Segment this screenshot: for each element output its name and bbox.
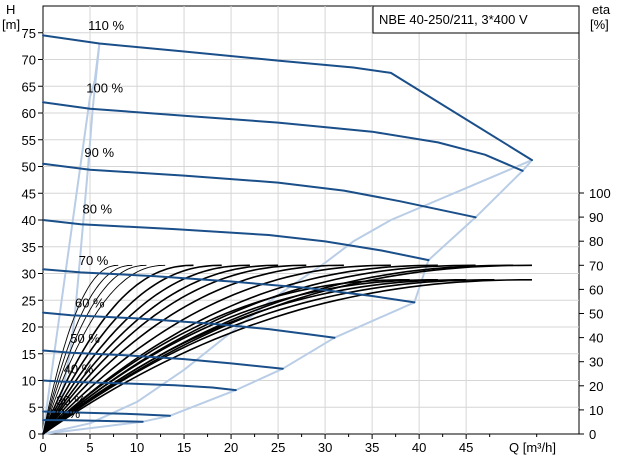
y-tick-label: 70 [22, 53, 36, 68]
eta-tick-label: 80 [589, 234, 603, 249]
head-curve [42, 349, 284, 370]
head-curve [42, 101, 524, 172]
y-axis-title: H [6, 2, 15, 17]
eta-tick-label: 70 [589, 258, 603, 273]
eta-tick-label: 30 [589, 355, 603, 370]
x-tick-label: 5 [86, 440, 93, 455]
efficiency-curve [42, 264, 438, 435]
y-tick-label: 0 [29, 427, 36, 442]
y-tick-label: 20 [22, 320, 36, 335]
y-tick-label: 25 [22, 293, 36, 308]
speed-label: 110 % [88, 18, 124, 33]
eta-tick-label: 10 [589, 403, 603, 418]
y-tick-label: 45 [22, 186, 36, 201]
eta-tick-label: 100 [589, 186, 611, 201]
head-curve [42, 311, 336, 339]
x-tick-label: 35 [365, 440, 379, 455]
operating-envelope [42, 42, 533, 435]
efficiency-curve [42, 264, 133, 435]
y-tick-label: 15 [22, 347, 36, 362]
speed-label: 90 % [84, 145, 114, 160]
efficiency-curve [42, 264, 222, 435]
title-box [372, 5, 580, 34]
head-curve [42, 268, 416, 304]
efficiency-curves [42, 264, 533, 435]
y-tick-label: 55 [22, 133, 36, 148]
y-tick-label: 75 [22, 26, 36, 41]
speed-label: 30 % [56, 393, 86, 408]
efficiency-curve [42, 264, 250, 435]
y-tick-label: 5 [29, 400, 36, 415]
y-tick-label: 40 [22, 213, 36, 228]
head-curve [42, 419, 144, 423]
speed-label: 100 % [86, 81, 123, 96]
speed-label: 70 % [79, 253, 109, 268]
x-tick-label: 45 [459, 440, 473, 455]
efficiency-curve [42, 264, 391, 435]
x-tick-label: 40 [412, 440, 426, 455]
efficiency-curve [42, 264, 147, 435]
head-curve [42, 379, 237, 392]
speed-label: 60 % [75, 296, 105, 311]
y-tick-label: 30 [22, 267, 36, 282]
eta-tick-label: 20 [589, 379, 603, 394]
head-curve [42, 34, 533, 162]
speed-label: 50 % [70, 331, 100, 346]
efficiency-curve [42, 264, 194, 435]
efficiency-curve [42, 264, 279, 435]
y-tick-label: 35 [22, 240, 36, 255]
eta-tick-label: 90 [589, 210, 603, 225]
head-curve [42, 410, 171, 417]
chart-title: NBE 40-250/211, 3*400 V [379, 12, 528, 27]
efficiency-curve [42, 264, 344, 435]
x-tick-label: 10 [130, 440, 144, 455]
y-tick-label: 60 [22, 106, 36, 121]
speed-label: 20 % [51, 406, 81, 421]
eta-axis-title: eta [592, 2, 611, 17]
efficiency-curve [42, 264, 119, 435]
operating-envelope-outline [42, 42, 533, 435]
efficiency-curve [42, 264, 307, 435]
speed-label: 40 % [64, 362, 94, 377]
efficiency-curve [42, 264, 476, 435]
efficiency-curve [42, 264, 533, 435]
y-tick-label: 65 [22, 79, 36, 94]
y-tick-label: 50 [22, 160, 36, 175]
x-tick-label: 15 [177, 440, 191, 455]
speed-labels: 110 % 100 % 90 % 80 % 70 % 60 % 50 % 40 % 30 %20… [51, 18, 125, 421]
head-curve [42, 219, 430, 262]
eta-tick-label: 40 [589, 331, 603, 346]
x-tick-label: 25 [271, 440, 285, 455]
x-tick-label: 0 [39, 440, 46, 455]
eta-tick-label: 50 [589, 307, 603, 322]
eta-tick-label: 60 [589, 282, 603, 297]
eta-axis-unit: [%] [590, 17, 609, 32]
x-tick-label: 30 [318, 440, 332, 455]
eta-tick-label: 0 [589, 427, 596, 442]
y-tick-label: 10 [22, 374, 36, 389]
head-curves [42, 34, 533, 423]
x-tick-label: 20 [224, 440, 238, 455]
x-axis-title: Q [m³/h] [509, 440, 556, 455]
efficiency-curve [42, 264, 166, 435]
y-axis-unit: [m] [2, 17, 20, 32]
head-curve [42, 162, 477, 219]
speed-label: 80 % [82, 202, 112, 217]
axes: 0 5 10 15 20 25 30 35 40 45 0 5 10 15 20 25 30 35 40 45 50 55… [22, 26, 611, 455]
